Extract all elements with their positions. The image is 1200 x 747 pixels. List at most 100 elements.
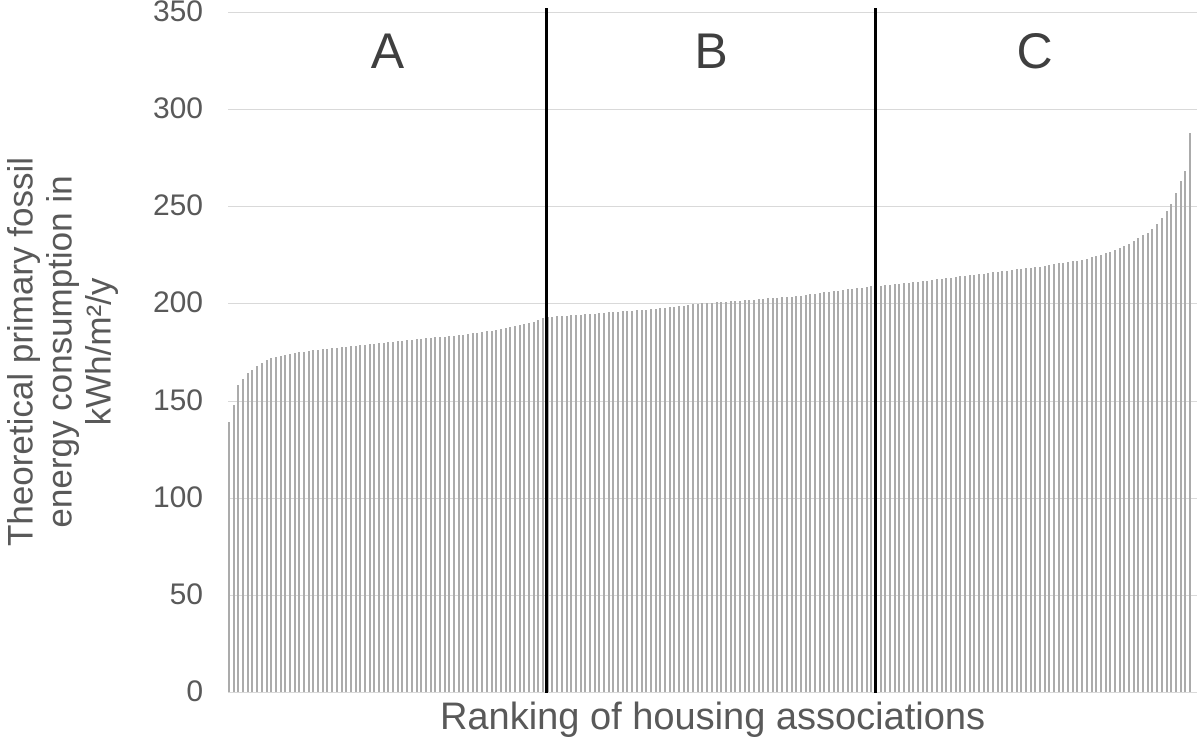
bar-130 — [832, 291, 835, 692]
bar-198 — [1151, 228, 1154, 692]
bar-120 — [785, 297, 788, 692]
bar-131 — [837, 290, 840, 692]
bar-175 — [1043, 265, 1046, 692]
bar-26 — [345, 347, 348, 692]
bar-165 — [996, 271, 999, 692]
bar-173 — [1034, 267, 1037, 692]
bar-205 — [1184, 171, 1187, 692]
bar-4 — [242, 379, 245, 692]
bar-86 — [626, 311, 629, 692]
bar-11 — [274, 356, 277, 692]
bar-170 — [1020, 268, 1023, 692]
bar-104 — [710, 302, 713, 692]
section-label-a: A — [370, 23, 405, 79]
bar-3 — [237, 385, 240, 692]
plot-area — [228, 12, 1197, 693]
bar-64 — [523, 323, 526, 692]
bar-159 — [968, 275, 971, 692]
bar-167 — [1006, 270, 1009, 692]
bar-96 — [673, 306, 676, 692]
bar-72 — [560, 316, 563, 692]
bar-185 — [1090, 257, 1093, 692]
bar-20 — [317, 350, 320, 692]
bar-21 — [321, 349, 324, 692]
gridline-350 — [228, 12, 1197, 13]
bar-163 — [987, 272, 990, 692]
bar-5 — [246, 373, 249, 692]
bar-66 — [532, 321, 535, 692]
bar-184 — [1085, 258, 1088, 692]
bar-53 — [471, 332, 474, 692]
bar-157 — [959, 276, 962, 692]
bar-195 — [1137, 238, 1140, 692]
bar-189 — [1109, 251, 1112, 692]
bar-168 — [1010, 270, 1013, 692]
bar-174 — [1038, 266, 1041, 692]
bar-30 — [363, 345, 366, 692]
bar-116 — [767, 298, 770, 692]
bar-79 — [593, 313, 596, 692]
bar-61 — [509, 326, 512, 692]
bar-46 — [438, 337, 441, 692]
bar-19 — [312, 350, 315, 692]
bar-200 — [1160, 217, 1163, 692]
bar-161 — [978, 274, 980, 692]
bar-206 — [1188, 132, 1191, 692]
bar-88 — [635, 310, 638, 692]
bar-31 — [368, 344, 371, 692]
bar-122 — [795, 296, 798, 692]
bar-129 — [828, 291, 830, 692]
bar-148 — [917, 281, 920, 692]
bar-181 — [1071, 261, 1074, 692]
bar-194 — [1132, 241, 1135, 692]
y-tick-label-50: 50 — [169, 577, 203, 611]
bar-192 — [1123, 246, 1126, 692]
bar-99 — [687, 305, 690, 692]
bar-18 — [307, 351, 310, 692]
bar-140 — [879, 285, 882, 692]
bar-50 — [457, 334, 460, 692]
bar-65 — [528, 322, 530, 692]
bar-135 — [856, 288, 859, 692]
bar-202 — [1170, 204, 1173, 692]
bar-101 — [696, 304, 699, 692]
bar-33 — [378, 343, 380, 692]
bar-27 — [349, 346, 352, 692]
bar-105 — [715, 302, 718, 692]
bar-143 — [893, 284, 896, 692]
bar-14 — [288, 353, 291, 692]
bar-138 — [870, 286, 873, 692]
bar-58 — [495, 329, 498, 692]
bar-182 — [1076, 260, 1079, 692]
bar-123 — [799, 295, 802, 692]
bar-183 — [1081, 259, 1084, 692]
gridline-300 — [228, 109, 1197, 111]
bar-145 — [903, 283, 905, 692]
bar-6 — [251, 369, 254, 692]
bar-93 — [659, 308, 662, 692]
bar-1 — [228, 421, 230, 692]
bar-97 — [678, 306, 680, 692]
bar-56 — [485, 330, 488, 692]
bar-94 — [663, 307, 666, 692]
bar-85 — [621, 311, 624, 692]
bar-144 — [898, 284, 901, 692]
bar-203 — [1174, 192, 1177, 692]
bar-7 — [256, 365, 259, 692]
bar-201 — [1165, 211, 1168, 692]
bar-133 — [846, 289, 849, 692]
bar-124 — [804, 294, 807, 692]
bar-82 — [607, 312, 610, 692]
y-tick-label-0: 0 — [186, 675, 203, 708]
bar-35 — [387, 342, 390, 692]
bar-52 — [467, 333, 470, 692]
bar-137 — [865, 286, 868, 692]
bar-155 — [949, 277, 952, 692]
bar-204 — [1179, 181, 1182, 692]
section-divider-2 — [873, 8, 877, 693]
gridline-250 — [228, 206, 1197, 208]
bar-54 — [476, 332, 479, 692]
bar-29 — [359, 345, 362, 692]
bar-112 — [748, 299, 751, 692]
bar-28 — [354, 346, 357, 692]
